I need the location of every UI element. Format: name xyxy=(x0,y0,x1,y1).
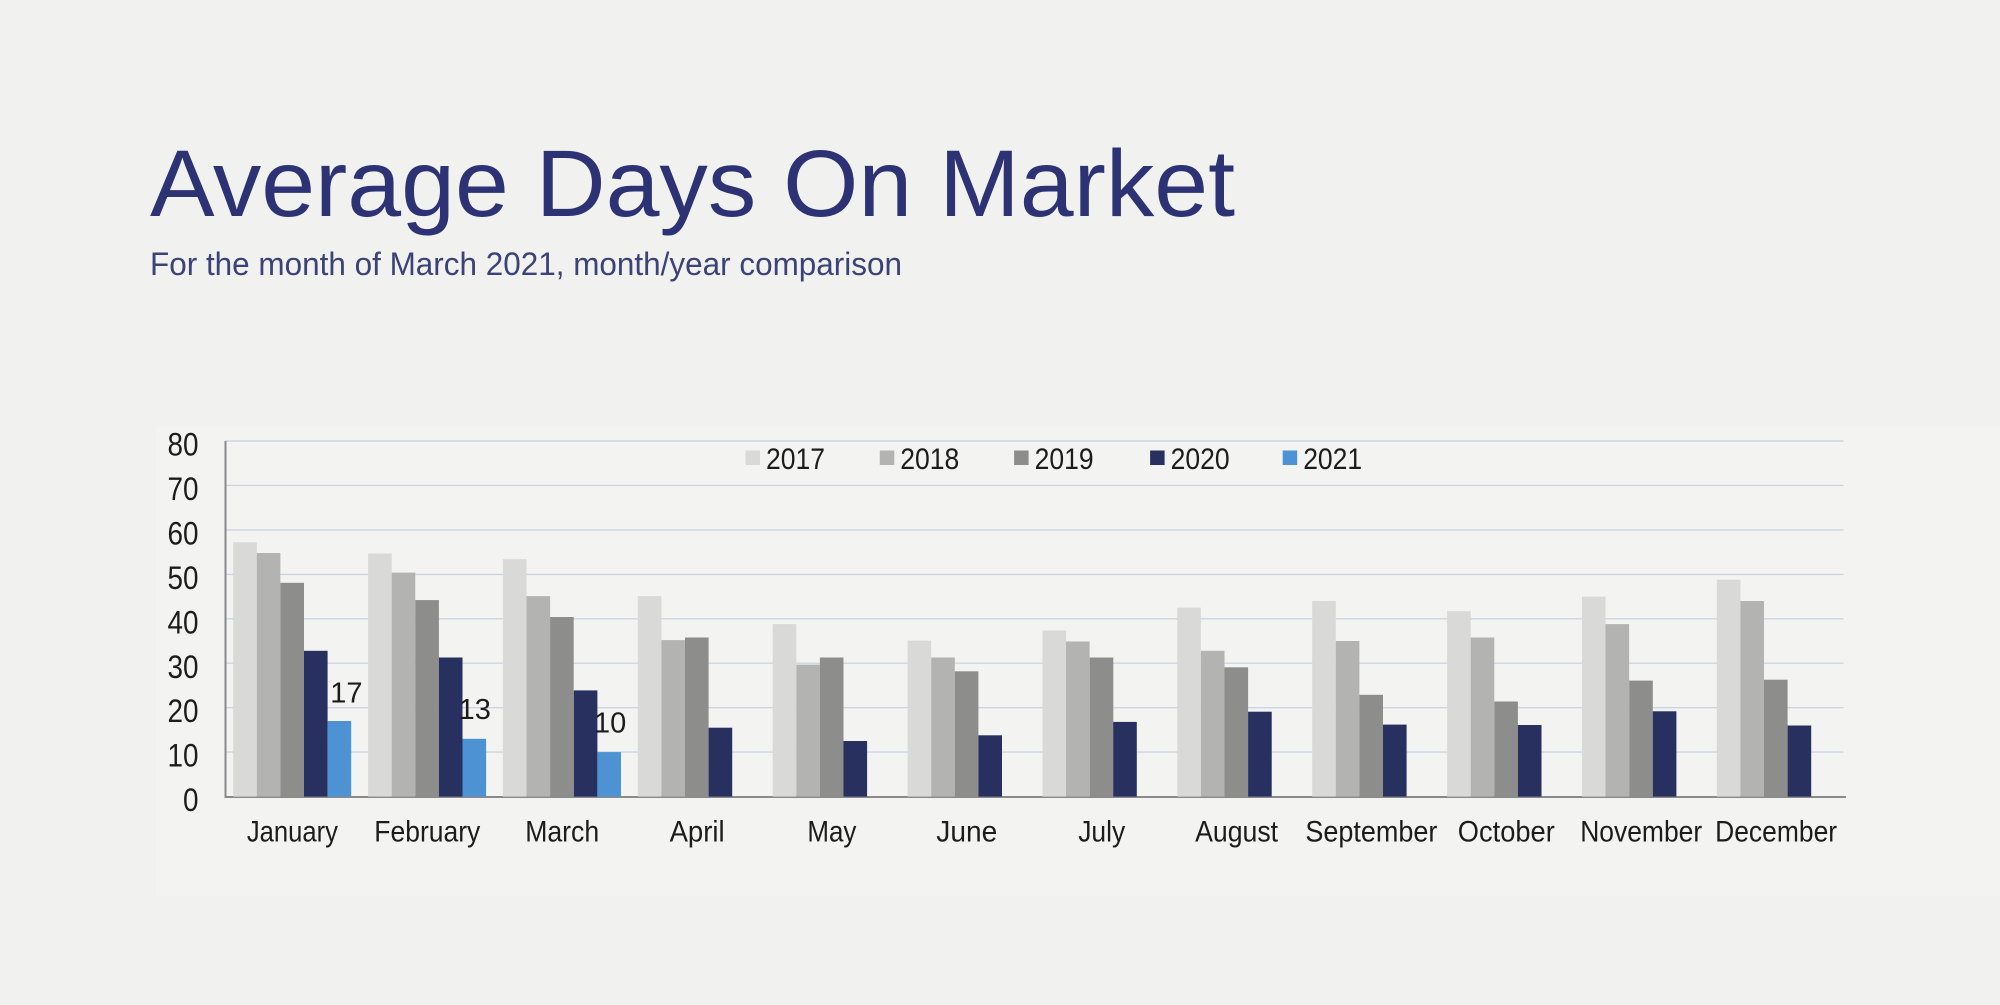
svg-text:September: September xyxy=(1305,816,1437,849)
svg-text:80: 80 xyxy=(168,427,199,463)
svg-text:13: 13 xyxy=(459,694,491,726)
svg-text:November: November xyxy=(1580,816,1702,849)
svg-text:August: August xyxy=(1195,816,1279,849)
svg-text:40: 40 xyxy=(168,604,199,640)
svg-text:April: April xyxy=(670,816,725,849)
svg-text:30: 30 xyxy=(168,649,199,685)
svg-text:2021: 2021 xyxy=(1303,443,1362,476)
svg-text:70: 70 xyxy=(168,471,199,507)
svg-text:May: May xyxy=(807,816,856,849)
svg-text:60: 60 xyxy=(168,515,199,551)
svg-text:For the month of March 2021, m: For the month of March 2021, month/year … xyxy=(150,246,902,282)
svg-text:20: 20 xyxy=(168,693,199,729)
svg-text:July: July xyxy=(1078,816,1125,849)
svg-text:March: March xyxy=(525,816,599,849)
svg-text:2017: 2017 xyxy=(766,443,825,476)
svg-text:0: 0 xyxy=(183,782,199,818)
svg-text:February: February xyxy=(374,816,480,849)
svg-text:Average Days On Market: Average Days On Market xyxy=(150,131,1235,237)
svg-text:10: 10 xyxy=(594,707,626,739)
svg-text:10: 10 xyxy=(168,738,199,774)
svg-text:December: December xyxy=(1715,816,1837,849)
svg-text:17: 17 xyxy=(330,678,362,710)
svg-text:50: 50 xyxy=(168,560,199,596)
svg-text:2019: 2019 xyxy=(1035,443,1094,476)
svg-text:June: June xyxy=(936,816,997,849)
svg-text:October: October xyxy=(1458,816,1555,849)
svg-text:January: January xyxy=(247,816,338,849)
svg-text:2020: 2020 xyxy=(1171,443,1230,476)
svg-text:2018: 2018 xyxy=(900,443,959,476)
